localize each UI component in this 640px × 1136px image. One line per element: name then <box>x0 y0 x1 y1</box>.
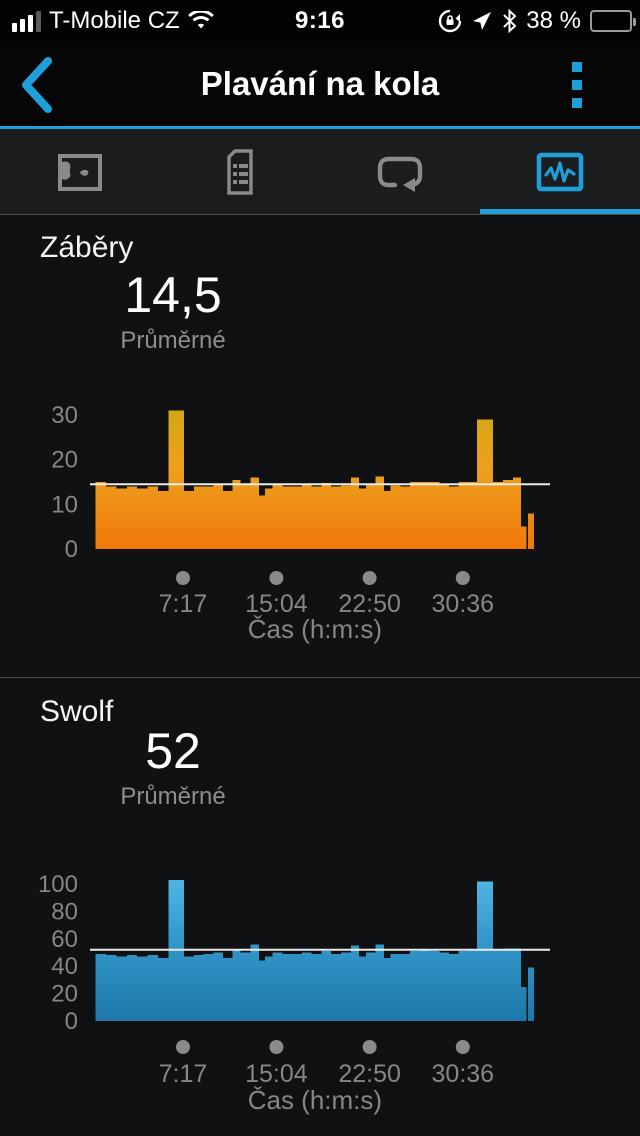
status-bar: T-Mobile CZ 9:16 38 % <box>0 0 640 42</box>
rotation-lock-icon <box>439 9 462 33</box>
svg-text:20: 20 <box>51 981 78 1008</box>
swolf-average-value: 52 <box>145 723 201 779</box>
tab-details[interactable] <box>160 129 320 214</box>
svg-text:30: 30 <box>51 402 78 429</box>
section-swolf: Swolf 52 Průměrné 0 20 40 60 80 100 7:17 15:04 2… <box>0 679 640 1136</box>
swolf-average-label: Průměrné <box>120 782 226 810</box>
svg-text:60: 60 <box>51 926 78 953</box>
active-tab-indicator <box>480 209 640 214</box>
svg-text:15:04: 15:04 <box>245 1060 308 1088</box>
carrier-label: T-Mobile CZ <box>49 7 180 34</box>
map-icon <box>58 153 102 191</box>
location-arrow-icon <box>473 12 492 30</box>
section-strokes: Záběry 14,5 Průměrné 0 10 20 30 7:17 15:04 22:… <box>0 215 640 678</box>
svg-text:0: 0 <box>65 1008 78 1035</box>
svg-text:22:50: 22:50 <box>338 590 401 618</box>
wifi-icon <box>187 11 214 29</box>
strokes-average-label: Průměrné <box>120 326 226 354</box>
svg-text:7:17: 7:17 <box>159 590 208 618</box>
svg-text:80: 80 <box>51 898 78 925</box>
back-button[interactable] <box>14 56 62 114</box>
swolf-average-block: 52 Průměrné <box>40 723 306 811</box>
bluetooth-icon <box>503 9 517 33</box>
strokes-average-block: 14,5 Průměrné <box>40 267 306 355</box>
svg-text:100: 100 <box>38 871 78 898</box>
svg-text:30:36: 30:36 <box>432 1060 495 1088</box>
tab-map[interactable] <box>0 129 160 214</box>
tab-charts[interactable] <box>480 129 640 214</box>
page-title: Plavání na kola <box>200 65 440 102</box>
cell-signal-icon <box>12 10 41 32</box>
svg-text:40: 40 <box>51 953 78 980</box>
loop-icon <box>377 156 423 192</box>
svg-text:0: 0 <box>65 536 78 563</box>
svg-text:10: 10 <box>51 491 78 518</box>
battery-percentage: 38 % <box>526 7 581 34</box>
svg-text:7:17: 7:17 <box>159 1060 208 1088</box>
svg-text:Čas (h:m:s): Čas (h:m:s) <box>248 614 382 644</box>
navigation-bar: Plavání na kola <box>0 42 640 129</box>
tab-laps[interactable] <box>320 129 480 214</box>
svg-text:30:36: 30:36 <box>432 590 495 618</box>
tab-bar <box>0 129 640 215</box>
strokes-section-title: Záběry <box>40 231 134 264</box>
svg-text:22:50: 22:50 <box>338 1060 401 1088</box>
svg-text:15:04: 15:04 <box>245 590 308 618</box>
battery-icon <box>590 10 636 32</box>
document-list-icon <box>227 148 253 195</box>
strokes-average-value: 14,5 <box>124 267 222 323</box>
svg-text:Čas (h:m:s): Čas (h:m:s) <box>248 1085 382 1115</box>
swolf-section-title: Swolf <box>40 695 114 728</box>
chart-icon <box>536 152 584 191</box>
status-time: 9:16 <box>294 7 346 34</box>
svg-text:20: 20 <box>51 447 78 474</box>
overflow-menu-button[interactable] <box>572 62 594 112</box>
strokes-bar-chart: 0 10 20 30 7:17 15:04 22:50 30:36 Čas (h:m:s) <box>51 402 550 644</box>
